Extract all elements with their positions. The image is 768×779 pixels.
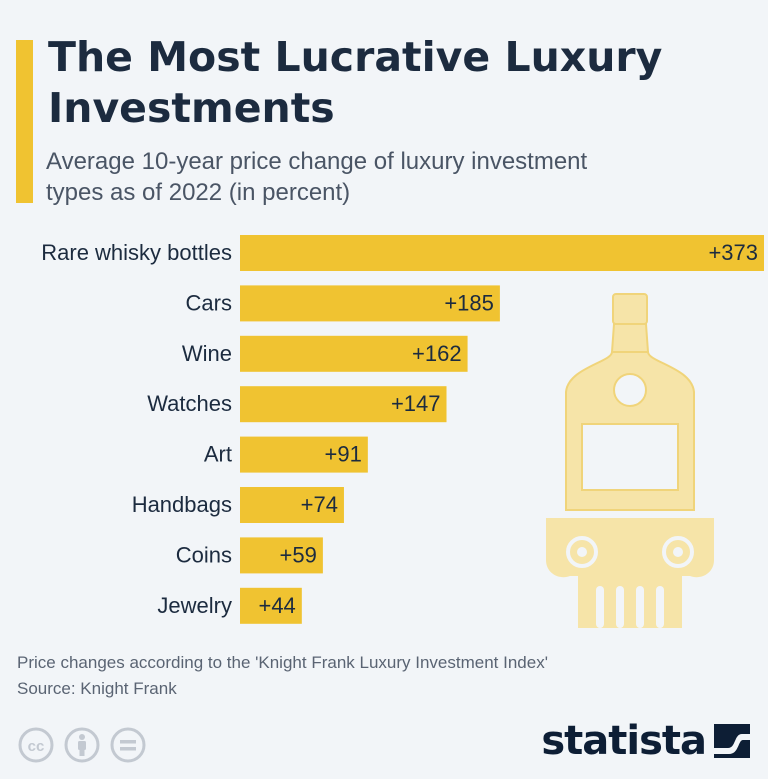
bar-cars <box>240 285 500 322</box>
chart-subtitle: Average 10-year price change of luxury i… <box>46 148 588 206</box>
bar-art <box>240 436 368 473</box>
category-label: Jewelry <box>157 593 232 618</box>
page-title: The Most Lucrative Luxury Investments <box>48 33 663 132</box>
bar-wine <box>240 335 468 372</box>
bar-watches <box>240 386 447 423</box>
category-label: Rare whisky bottles <box>41 240 232 265</box>
statista-brand[interactable]: statista <box>541 718 750 764</box>
category-label: Coins <box>176 542 232 567</box>
category-label: Cars <box>186 290 232 315</box>
value-label: +91 <box>325 442 362 467</box>
category-label: Art <box>204 442 232 467</box>
category-label: Wine <box>182 341 232 366</box>
source-text: Source: Knight Frank <box>17 679 177 698</box>
no-derivatives-icon[interactable] <box>109 726 147 764</box>
category-label: Watches <box>147 391 232 416</box>
value-label: +162 <box>412 341 462 366</box>
license-icons: cc <box>17 726 147 764</box>
category-label: Handbags <box>132 492 232 517</box>
note-text: Price changes according to the 'Knight F… <box>17 653 548 672</box>
statista-logo-icon <box>714 724 750 758</box>
brand-name: statista <box>541 718 707 764</box>
attribution-icon[interactable] <box>63 726 101 764</box>
bar-handbags <box>240 487 344 523</box>
value-label: +44 <box>258 593 295 618</box>
title-accent-bar <box>16 40 33 203</box>
bars-layer: Rare whisky bottles +373 Cars +185 Wine +162 W… <box>41 235 764 624</box>
svg-text:cc: cc <box>28 738 45 755</box>
cc-icon[interactable]: cc <box>17 726 55 764</box>
bar-rare-whisky-bottles <box>240 235 764 271</box>
value-label: +147 <box>391 391 441 416</box>
whisky-bottle-illustration <box>546 293 714 628</box>
bar-coins <box>240 537 323 574</box>
value-label: +74 <box>301 492 338 517</box>
value-label: +59 <box>280 542 317 567</box>
bar-jewelry <box>240 587 302 624</box>
chart-footnote: Price changes according to the 'Knight F… <box>17 650 548 702</box>
value-label: +185 <box>444 290 494 315</box>
value-label: +373 <box>708 240 758 265</box>
